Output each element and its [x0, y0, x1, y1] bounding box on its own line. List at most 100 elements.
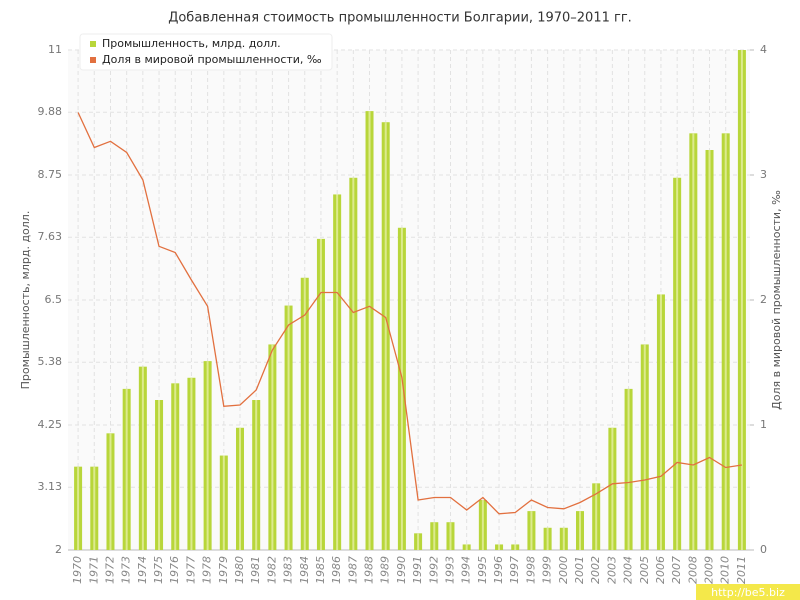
- bar-highlight: [433, 522, 436, 550]
- y-tick-label: 2: [55, 543, 62, 556]
- x-tick-label: 2002: [589, 556, 602, 584]
- x-tick-label: 1975: [152, 556, 165, 584]
- bar-highlight: [449, 522, 452, 550]
- x-tick-label: 2000: [557, 556, 570, 584]
- x-tick-label: 2010: [719, 556, 732, 584]
- x-tick-label: 1997: [508, 556, 521, 584]
- legend-swatch: [90, 57, 96, 63]
- bar-highlight: [481, 500, 484, 550]
- bar-highlight: [400, 227, 403, 550]
- bar-highlight: [546, 527, 549, 550]
- bar-highlight: [595, 483, 598, 550]
- y-tick-label: 3.13: [38, 480, 63, 493]
- x-tick-label: 2009: [703, 556, 716, 584]
- bar-highlight: [659, 294, 662, 550]
- x-tick-label: 1981: [249, 556, 262, 584]
- bar-highlight: [174, 383, 177, 550]
- x-tick-label: 1974: [136, 556, 149, 584]
- y2-tick-label: 3: [760, 168, 767, 181]
- x-tick-label: 1973: [120, 556, 133, 584]
- x-tick-label: 1980: [233, 556, 246, 584]
- bar-highlight: [562, 527, 565, 550]
- y2-tick-label: 0: [760, 543, 767, 556]
- bar-highlight: [287, 305, 290, 550]
- x-tick-label: 1983: [282, 556, 295, 584]
- bar-highlight: [368, 111, 371, 550]
- y-tick-label: 8.75: [38, 168, 63, 181]
- y-tick-label: 11: [48, 43, 62, 56]
- bar-highlight: [724, 133, 727, 551]
- x-tick-label: 1986: [330, 556, 343, 584]
- y2-tick-label: 2: [760, 293, 767, 306]
- bar-highlight: [336, 194, 339, 550]
- x-tick-label: 2008: [686, 556, 699, 584]
- bar-highlight: [579, 511, 581, 550]
- bar-highlight: [158, 400, 161, 550]
- x-tick-label: 1979: [217, 556, 230, 584]
- x-tick-label: 1987: [346, 556, 359, 584]
- x-tick-label: 1994: [460, 556, 473, 584]
- bar-highlight: [498, 544, 501, 550]
- bar-highlight: [627, 388, 630, 550]
- watermark: http://be5.biz: [711, 586, 785, 599]
- bar-highlight: [271, 344, 274, 550]
- x-tick-label: 2007: [670, 556, 683, 584]
- bar-highlight: [77, 466, 80, 550]
- x-tick-label: 1991: [411, 556, 424, 584]
- bar-highlight: [643, 344, 646, 550]
- x-tick-label: 1988: [363, 556, 376, 584]
- bar-highlight: [352, 177, 355, 550]
- bar-highlight: [222, 455, 225, 550]
- bar-highlight: [93, 466, 96, 550]
- x-tick-label: 1982: [265, 556, 278, 584]
- bar-highlight: [303, 277, 306, 550]
- x-tick-label: 1970: [71, 556, 84, 584]
- bar-highlight: [255, 400, 258, 550]
- x-tick-label: 1992: [427, 556, 440, 584]
- bar-highlight: [514, 544, 517, 550]
- y-tick-label: 7.63: [38, 230, 63, 243]
- x-tick-label: 1978: [201, 556, 214, 584]
- x-tick-label: 1984: [298, 556, 311, 584]
- x-tick-label: 2003: [605, 556, 618, 584]
- legend-label: Доля в мировой промышленности, ‰: [102, 53, 322, 66]
- x-tick-label: 1977: [184, 556, 197, 584]
- x-tick-label: 1995: [476, 556, 489, 584]
- x-tick-label: 2004: [622, 556, 635, 584]
- y-tick-label: 4.25: [38, 418, 63, 431]
- x-tick-label: 2006: [654, 556, 667, 584]
- legend: Промышленность, млрд. долл. Доля в мирово…: [79, 33, 333, 71]
- bar-highlight: [417, 533, 420, 550]
- x-tick-label: 2005: [638, 556, 651, 584]
- bar-highlight: [465, 544, 468, 550]
- bar-highlight: [190, 377, 193, 550]
- legend-label: Промышленность, млрд. долл.: [102, 37, 281, 50]
- x-tick-label: 1985: [314, 556, 327, 584]
- x-tick-label: 2011: [735, 556, 748, 584]
- y2-axis-label: Доля в мировой промышленности, ‰: [770, 190, 783, 410]
- bar-highlight: [692, 133, 695, 551]
- x-tick-label: 1972: [103, 556, 116, 584]
- x-tick-label: 1990: [395, 556, 408, 584]
- legend-box: [79, 33, 333, 71]
- bar-highlight: [384, 122, 387, 550]
- bar-highlight: [319, 238, 322, 550]
- x-tick-label: 2001: [573, 556, 586, 584]
- y-axis-label: Промышленность, млрд. долл.: [19, 211, 32, 390]
- x-tick-label: 1996: [492, 556, 505, 584]
- bar-highlight: [676, 177, 679, 550]
- chart-title: Добавленная стоимость промышленности Бол…: [168, 11, 632, 26]
- bar-highlight: [740, 50, 743, 550]
- x-tick-label: 1976: [168, 556, 181, 584]
- bar-highlight: [141, 366, 144, 550]
- x-tick-label: 1993: [443, 556, 456, 584]
- x-tick-label: 1971: [87, 556, 100, 584]
- line: [77, 112, 742, 515]
- y-tick-label: 6.5: [45, 293, 63, 306]
- bar-highlight: [708, 150, 711, 550]
- y2-tick-label: 1: [760, 418, 767, 431]
- watermark-box: [696, 584, 800, 600]
- y-tick-label: 9.88: [38, 105, 63, 118]
- bar-highlight: [206, 361, 209, 550]
